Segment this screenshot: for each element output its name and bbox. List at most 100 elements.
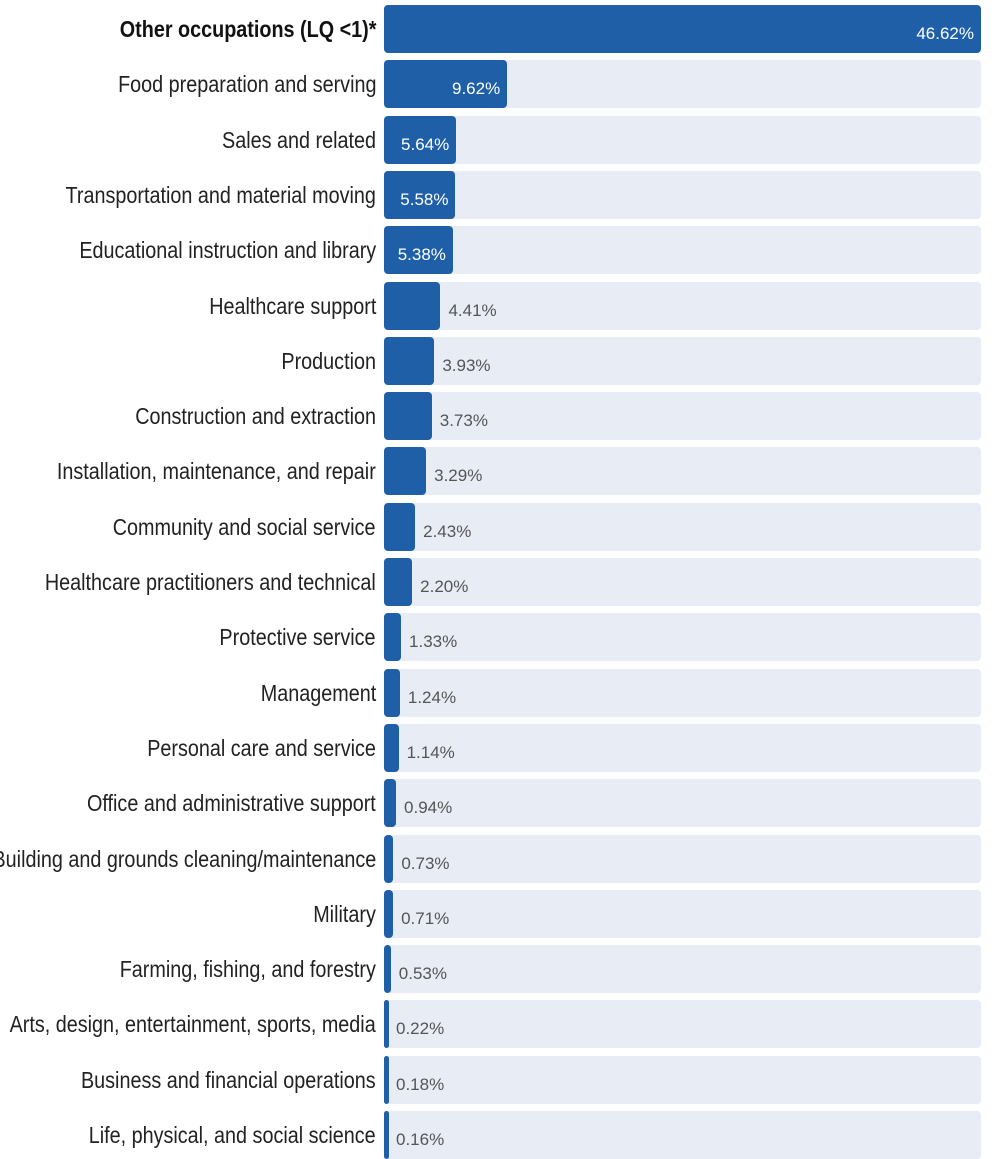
bar — [384, 171, 456, 219]
bar-track — [384, 945, 981, 993]
value-label: 0.94% — [404, 798, 453, 817]
value-label: 3.29% — [434, 466, 483, 485]
chart-row: Personal care and service 1.14% — [0, 724, 998, 772]
chart-row: Life, physical, and social science 0.16% — [0, 1111, 998, 1159]
value-label: 5.58% — [400, 190, 449, 209]
category-label: Food preparation and serving — [117, 71, 376, 97]
bar — [384, 945, 391, 993]
bar — [384, 60, 508, 108]
bar — [384, 503, 416, 551]
value-label: 9.62% — [452, 79, 501, 98]
category-label: Community and social service — [113, 514, 376, 540]
bar-track — [384, 1111, 981, 1159]
bar-track — [384, 171, 981, 219]
chart-row: Arts, design, entertainment, sports, med… — [0, 1000, 998, 1048]
chart-row: Installation, maintenance, and repair 3.2… — [0, 447, 998, 495]
category-label: Protective service — [219, 624, 376, 650]
category-label: Educational instruction and library — [79, 237, 376, 263]
bar-track — [384, 503, 981, 551]
bar — [384, 1056, 389, 1104]
chart-row: Military 0.71% — [0, 890, 998, 938]
chart-row: Sales and related 5.64% — [0, 116, 998, 164]
category-label: Life, physical, and social science — [89, 1122, 376, 1148]
bar-track — [384, 558, 981, 606]
category-label: Construction and extraction — [135, 403, 376, 429]
bar-track — [384, 226, 981, 274]
bar — [384, 1000, 389, 1048]
chart-row: Production 3.93% — [0, 337, 998, 385]
chart-row: Educational instruction and library 5.38% — [0, 226, 998, 274]
bar — [384, 5, 981, 53]
chart-row: Farming, fishing, and forestry 0.53% — [0, 945, 998, 993]
chart-row: Healthcare support 4.41% — [0, 282, 998, 330]
chart-row: Healthcare practitioners and technical 2.… — [0, 558, 998, 606]
bar — [384, 558, 413, 606]
value-label: 0.22% — [396, 1019, 445, 1038]
bar — [384, 116, 457, 164]
bar-track — [384, 116, 981, 164]
chart-row: Protective service 1.33% — [0, 613, 998, 661]
value-label: 2.43% — [423, 522, 472, 541]
value-label: 3.73% — [439, 411, 488, 430]
bar — [384, 724, 399, 772]
chart-row: Management 1.24% — [0, 669, 998, 717]
category-label: Personal care and service — [147, 735, 376, 761]
chart-row: Office and administrative support 0.94% — [0, 779, 998, 827]
chart-row: Business and financial operations 0.18% — [0, 1056, 998, 1104]
chart-row: Building and grounds cleaning/maintenanc… — [0, 835, 998, 883]
bar — [384, 282, 441, 330]
category-label: Sales and related — [222, 127, 376, 153]
category-label: Other occupations (LQ <1)* — [119, 16, 376, 42]
value-label: 1.33% — [409, 632, 458, 651]
chart-row: Food preparation and serving 9.62% — [0, 60, 998, 108]
bar — [384, 835, 394, 883]
bar — [384, 669, 400, 717]
value-label: 1.24% — [407, 688, 457, 707]
value-label: 0.16% — [396, 1130, 445, 1149]
category-label: Healthcare support — [208, 293, 376, 319]
bar-track — [384, 890, 981, 938]
value-label: 0.18% — [396, 1075, 445, 1094]
value-label: 2.20% — [420, 577, 469, 596]
category-label: Arts, design, entertainment, sports, med… — [9, 1011, 376, 1037]
category-label: Installation, maintenance, and repair — [57, 458, 376, 484]
bar-track — [384, 1056, 981, 1104]
chart-row: Community and social service 2.43% — [0, 503, 998, 551]
bar — [384, 392, 432, 440]
category-label: Transportation and material moving — [65, 182, 376, 208]
bar — [384, 1111, 389, 1159]
value-label: 5.38% — [397, 245, 446, 264]
category-label: Farming, fishing, and forestry — [119, 956, 376, 982]
category-label: Management — [260, 680, 376, 706]
bar-track — [384, 447, 981, 495]
bar — [384, 226, 453, 274]
chart-row: Construction and extraction 3.73% — [0, 392, 998, 440]
category-label: Office and administrative support — [87, 790, 376, 816]
bar — [384, 890, 394, 938]
value-label: 0.53% — [398, 964, 447, 983]
chart-row: Transportation and material moving 5.58% — [0, 171, 998, 219]
bar-track — [384, 282, 981, 330]
category-label: Building and grounds cleaning/maintenanc… — [0, 846, 376, 872]
bar — [384, 613, 402, 661]
bar-track — [384, 779, 981, 827]
value-label: 4.41% — [448, 301, 497, 320]
category-label: Production — [281, 348, 376, 374]
category-label: Healthcare practitioners and technical — [45, 569, 376, 595]
bar — [384, 447, 427, 495]
category-label: Business and financial operations — [81, 1067, 376, 1093]
value-label: 3.93% — [442, 356, 491, 375]
value-label: 0.73% — [401, 854, 450, 873]
value-label: 46.62% — [916, 24, 974, 43]
category-label: Military — [313, 901, 376, 927]
bar-track — [384, 337, 981, 385]
value-label: 0.71% — [401, 909, 450, 928]
bar-track — [384, 835, 981, 883]
bar-track — [384, 669, 981, 717]
bar — [384, 337, 435, 385]
bar-track — [384, 613, 981, 661]
value-label: 5.64% — [401, 135, 450, 154]
bar-track — [384, 392, 981, 440]
bar-track — [384, 1000, 981, 1048]
